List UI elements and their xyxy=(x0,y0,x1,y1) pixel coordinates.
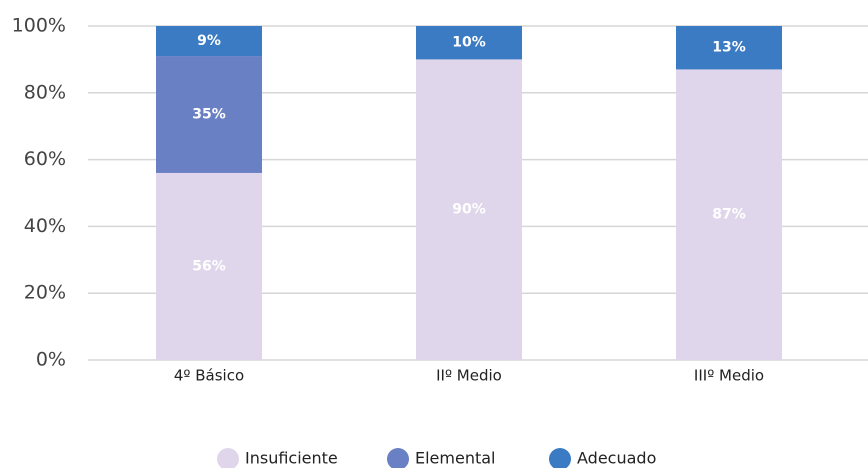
legend-swatch xyxy=(549,448,571,468)
bar-segment xyxy=(156,172,262,360)
value-label: 90% xyxy=(452,202,486,218)
bar-segment xyxy=(416,26,522,60)
y-tick-label: 20% xyxy=(24,282,66,304)
y-tick-label: 100% xyxy=(12,15,66,37)
y-tick-label: 60% xyxy=(24,148,66,170)
bar-segment xyxy=(156,26,262,57)
value-label: 56% xyxy=(192,258,226,274)
x-tick-label: IIIº Medio xyxy=(694,367,764,385)
value-label: 35% xyxy=(192,107,226,123)
y-tick-label: 80% xyxy=(24,81,66,103)
legend-swatch xyxy=(217,448,239,468)
bar-segment xyxy=(676,69,782,361)
y-tick-label: 0% xyxy=(36,349,66,371)
value-label: 13% xyxy=(712,40,746,56)
legend-label: Adecuado xyxy=(577,449,656,468)
value-label: 9% xyxy=(197,33,221,49)
legend-swatch xyxy=(387,448,409,468)
bar-segment xyxy=(156,56,262,173)
legend-label: Insuficiente xyxy=(245,449,338,468)
value-label: 87% xyxy=(712,207,746,223)
value-label: 10% xyxy=(452,35,486,51)
x-tick-label: 4º Básico xyxy=(174,367,244,385)
y-tick-label: 40% xyxy=(24,215,66,237)
legend-label: Elemental xyxy=(415,449,496,468)
bar-segment xyxy=(416,59,522,361)
x-tick-label: IIº Medio xyxy=(436,367,502,385)
bar-segment xyxy=(676,26,782,70)
